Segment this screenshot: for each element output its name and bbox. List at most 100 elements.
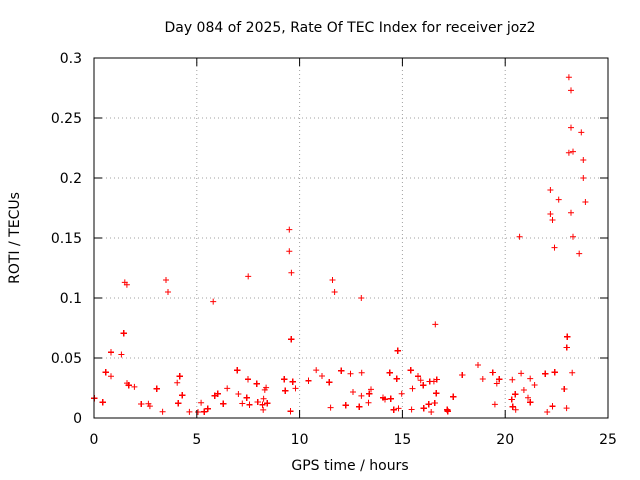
data-point (459, 372, 466, 378)
data-point (220, 400, 227, 407)
grid-lines (94, 58, 608, 418)
data-point (512, 391, 519, 398)
data-point (358, 392, 365, 399)
data-point (569, 369, 576, 376)
data-point (146, 403, 153, 410)
y-axis-tick-labels: 0 0.05 0.1 0.15 0.2 0.25 0.3 (51, 51, 82, 427)
data-point (570, 148, 576, 155)
data-point (551, 244, 558, 251)
y-tick-label: 0 (73, 411, 82, 427)
data-point (179, 392, 186, 399)
data-point (551, 369, 558, 376)
data-point (99, 399, 106, 406)
data-point (138, 401, 145, 407)
data-point (286, 248, 293, 255)
data-point (123, 281, 130, 288)
data-point (342, 402, 349, 409)
data-point (282, 387, 289, 394)
data-point (108, 349, 114, 356)
data-point (163, 277, 169, 283)
x-tick-label: 10 (291, 432, 309, 448)
data-point (263, 384, 270, 391)
data-point (578, 129, 585, 136)
data-point (565, 149, 572, 156)
data-point (165, 289, 171, 295)
data-point (549, 217, 556, 223)
chart-title: Day 084 of 2025, Rate Of TEC Index for r… (164, 20, 535, 36)
data-point (547, 187, 554, 193)
data-point (211, 392, 218, 399)
data-point (288, 269, 295, 276)
data-point (253, 380, 260, 387)
data-point (365, 399, 372, 406)
data-point (432, 321, 439, 328)
x-axis-tick-labels: 0 5 10 15 20 25 (90, 432, 617, 448)
data-point (491, 401, 498, 408)
data-point (120, 330, 127, 337)
data-point (565, 74, 572, 81)
data-point (195, 409, 201, 415)
y-tick-label: 0.25 (51, 111, 82, 127)
data-point (338, 367, 345, 374)
data-point (319, 373, 325, 379)
data-point (561, 386, 568, 392)
data-point (527, 375, 534, 382)
data-point (564, 333, 571, 340)
data-point (580, 175, 587, 181)
data-point (313, 367, 320, 374)
data-point (489, 369, 496, 376)
data-point (518, 370, 525, 377)
data-point (426, 378, 433, 385)
data-point (531, 382, 538, 388)
data-point (512, 406, 519, 413)
data-point (350, 389, 356, 395)
data-point (493, 380, 500, 387)
data-point (568, 124, 574, 131)
data-point (576, 250, 583, 257)
data-point (287, 408, 294, 415)
data-point (516, 233, 523, 240)
data-point (580, 157, 587, 163)
data-point (329, 277, 336, 283)
data-point (204, 405, 211, 412)
data-point (118, 351, 125, 358)
data-point (264, 400, 271, 407)
data-point (281, 376, 288, 383)
data-point (358, 295, 365, 301)
axis-ticks (93, 57, 609, 419)
data-point (186, 408, 193, 415)
x-axis-label: GPS time / hours (291, 458, 408, 474)
data-point (433, 376, 440, 383)
data-point (331, 289, 338, 295)
data-point (582, 199, 589, 205)
data-point (509, 403, 516, 410)
data-point (547, 211, 554, 217)
data-point (201, 408, 208, 415)
data-point (549, 403, 556, 410)
data-point (356, 403, 363, 410)
data-point (420, 382, 427, 389)
data-point (289, 378, 296, 385)
data-point (380, 394, 386, 401)
data-point (508, 396, 515, 403)
data-point (390, 406, 397, 413)
data-point (288, 336, 295, 343)
data-point (327, 404, 334, 411)
data-point (475, 362, 481, 368)
data-point (131, 383, 138, 390)
data-point (254, 399, 261, 405)
data-point (108, 373, 114, 380)
data-point (347, 370, 354, 377)
x-tick-label: 5 (192, 432, 201, 448)
data-point (366, 390, 373, 397)
data-point (415, 373, 421, 380)
y-tick-label: 0.3 (60, 51, 82, 67)
data-point (509, 376, 516, 383)
y-tick-label: 0.1 (60, 291, 82, 307)
data-point (292, 385, 299, 392)
data-point (386, 369, 393, 376)
data-point (428, 409, 435, 415)
data-point (234, 367, 241, 374)
data-point (563, 344, 570, 351)
